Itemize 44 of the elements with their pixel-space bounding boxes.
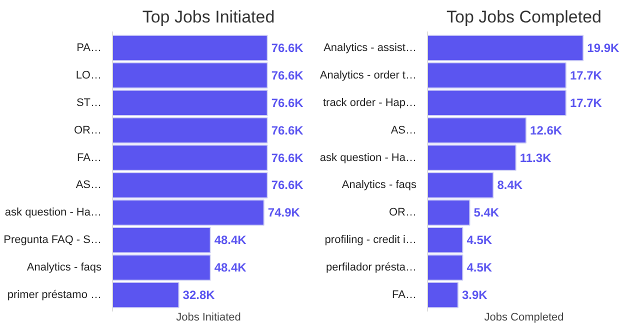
y-tick-label: ST… (76, 96, 102, 109)
data-label: 17.7K (570, 96, 602, 110)
data-label: 3.9K (462, 288, 488, 302)
y-tick-label: FA… (392, 289, 417, 302)
y-tick-label: profiling - credit i… (324, 234, 417, 246)
y-tick-label: primer préstamo … (7, 289, 102, 302)
y-tick-label: ask question - Ha… (320, 152, 417, 164)
data-label: 76.6K (271, 123, 304, 138)
y-tick-label: PA… (76, 42, 102, 54)
data-label: 32.8K (182, 288, 216, 302)
y-tick-label: ask question - Ha… (4, 206, 102, 219)
data-label: 74.9K (268, 206, 300, 220)
y-tick-label: AS… (390, 124, 417, 136)
data-label: 8.4K (497, 178, 523, 192)
data-label: 4.5K (466, 233, 492, 248)
data-label: 17.7K (570, 68, 602, 82)
data-label: 11.3K (520, 150, 552, 165)
data-label: 76.6K (271, 96, 304, 110)
data-label: 19.9K (587, 40, 620, 55)
data-label: 12.6K (530, 123, 562, 138)
y-tick-label: perfilador présta… (326, 262, 417, 274)
data-label: 48.4K (214, 233, 247, 248)
y-tick-label: Analytics - order t… (320, 69, 417, 82)
data-label: 76.6K (271, 68, 304, 82)
data-label: 76.6K (271, 150, 304, 165)
chart-title: Top Jobs Completed (446, 8, 602, 26)
y-tick-label: LO… (76, 69, 102, 82)
data-label: 76.6K (271, 40, 304, 55)
data-label: 48.4K (214, 260, 247, 275)
y-tick-label: FA… (77, 152, 102, 164)
y-tick-label: Pregunta FAQ - S… (4, 234, 102, 246)
data-label: 4.5K (466, 260, 492, 275)
x-axis-title: Jobs Completed (484, 312, 564, 324)
y-tick-label: Analytics - faqs (342, 179, 417, 192)
y-tick-label: Analytics - faqs (26, 262, 102, 274)
chart-title: Top Jobs Initiated (142, 8, 275, 26)
x-axis-title: Jobs Initiated (176, 312, 241, 324)
y-tick-label: track order - Hap… (322, 96, 417, 109)
y-tick-label: OR… (389, 206, 416, 219)
y-tick-label: OR… (74, 124, 102, 136)
data-label: 5.4K (474, 206, 500, 220)
y-tick-label: Analytics - assist… (324, 42, 417, 54)
y-tick-label: AS… (76, 179, 102, 192)
data-label: 76.6K (271, 178, 304, 192)
